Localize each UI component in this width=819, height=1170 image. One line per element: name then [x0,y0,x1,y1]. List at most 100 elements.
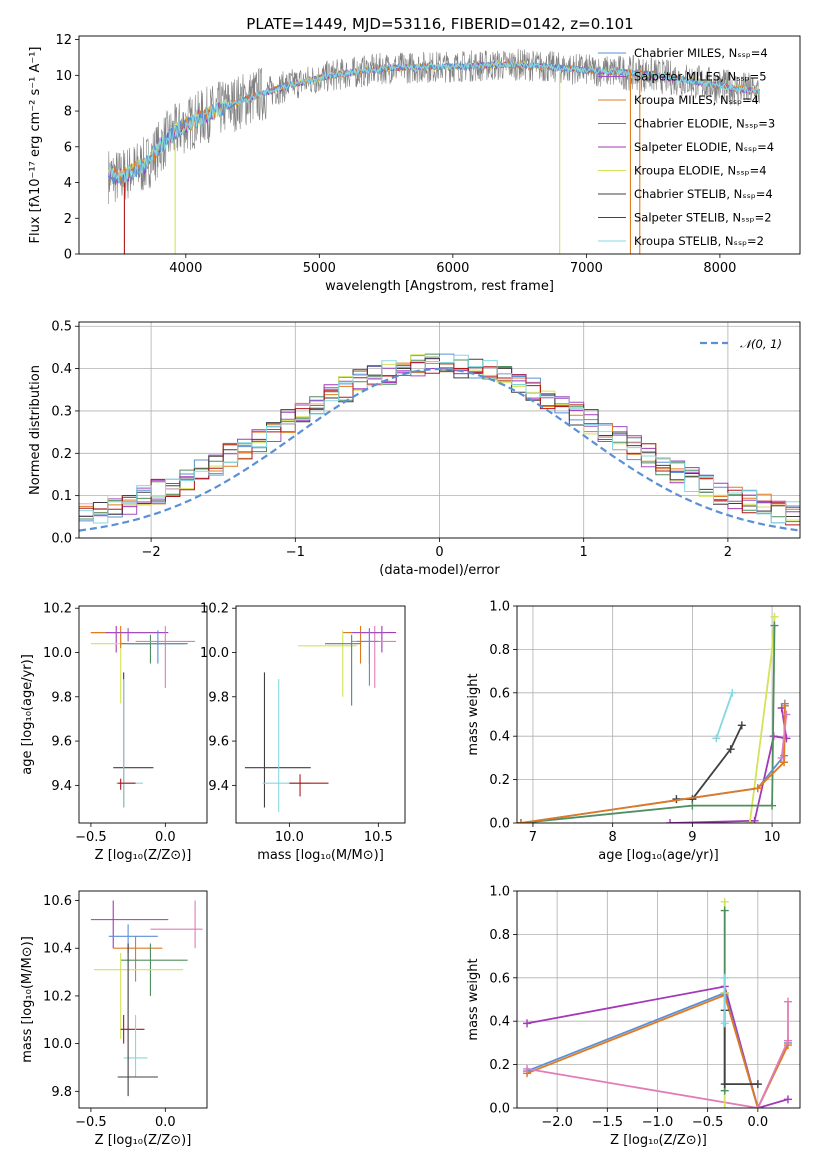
plot-area [517,606,800,823]
mass-weight-marker [770,621,779,630]
x-tick-label: −0.5 [75,830,107,845]
legend-label: Kroupa ELODIE, Nₛₛₚ=4 [634,164,767,178]
error-bar-point [120,634,188,664]
mass-weight-line [748,616,776,823]
error-bar-point [93,953,184,1039]
y-tick-label: 1.0 [489,885,510,900]
x-tick-label: 2 [724,545,732,560]
mass-weight-marker [720,1080,729,1089]
axes-frame [78,35,801,255]
y-tick-label: 0.6 [489,686,510,701]
error-bar-point [113,672,154,808]
y-axis-label: mass [log₁₀(M/M⊙)] [20,936,35,1063]
y-tick-label: 0.8 [489,643,510,658]
mass-weight-marker [726,745,735,754]
error-bar-point [90,900,169,949]
legend-label: Salpeter STELIB, Nₛₛₚ=2 [634,211,772,225]
error-bar-point [262,679,311,812]
residual-histogram [79,354,800,524]
mass-weight-marker [777,753,786,762]
mass-weight-line [526,985,789,1108]
y-tick-label: 0.4 [489,1015,510,1030]
y-tick-label: 0.4 [51,362,72,377]
legend-label: Kroupa MILES, Nₛₛₚ=4 [634,93,759,107]
mass-weight-marker [720,906,729,915]
error-bar-point [123,1015,148,1077]
legend-label: Kroupa STELIB, Nₛₛₚ=2 [634,234,764,248]
mass-weight-marker [712,734,721,743]
x-tick-label: 0 [435,545,443,560]
axes-age-vs-Z: −0.5 0.0 9.4 9.6 9.8 10.0 10.2 Z [log₁₀(Z/Z⊙)] a… [20,602,208,863]
x-tick-label: 0.0 [155,1115,176,1130]
x-tick-label: 10.5 [364,830,393,845]
y-tick-label: 4 [64,176,72,191]
mass-weight-marker [753,1104,762,1108]
mass-weight-marker [517,819,525,823]
x-axis-label: (data-model)/error [379,563,500,578]
axes-frame [78,321,801,539]
y-axis-label: mass weight [466,673,481,755]
x-tick-label: 9 [688,830,696,845]
mass-weight-marker [666,819,675,823]
y-tick-label: 9.4 [51,779,72,794]
error-bar-point [289,774,329,797]
mass-weight-marker [753,1080,762,1089]
axes-spectrum: 4000 5000 6000 7000 8000 0 2 4 6 8 10 12 wavelength … [28,33,801,294]
mass-weight-marker [745,819,754,823]
y-tick-label: 1.0 [489,600,510,615]
figure-title: PLATE=1449, MJD=53116, FIBERID=0142, z=0… [246,15,633,33]
error-bar-point [117,778,136,790]
y-tick-label: 10 [55,69,72,84]
mass-weight-marker [720,897,729,906]
x-tick-label: −1.5 [592,1115,624,1130]
mass-weight-marker [750,816,759,823]
error-bar-point [135,625,196,688]
y-tick-label: 9.8 [208,690,229,705]
mass-weight-marker [737,721,746,730]
error-bar-point [324,634,361,706]
mass-weight-marker [523,1064,532,1073]
mass-weight-marker [768,801,777,810]
x-tick-label: 10.0 [275,830,304,845]
y-axis-label: mass weight [466,958,481,1040]
x-axis-label: Z [log₁₀(Z/Z⊙)] [610,1133,707,1148]
x-axis-label: Z [log₁₀(Z/Z⊙)] [95,848,192,863]
plot-area [79,322,800,538]
x-axis-label: wavelength [Angstrom, rest frame] [325,279,554,294]
y-tick-label: 9.8 [51,690,72,705]
y-tick-label: 9.6 [208,735,229,750]
mass-weight-line [526,1001,789,1108]
mass-weight-marker [523,1019,532,1028]
mass-weight-marker [753,784,762,793]
mass-weight-marker [783,1036,792,1045]
axes-frame [516,605,801,824]
y-tick-label: 0.2 [489,1058,510,1073]
y-axis-label: Normed distribution [28,365,43,495]
y-tick-label: 0.2 [489,773,510,788]
axes-frame [78,605,208,824]
x-tick-label: −0.5 [75,1115,107,1130]
x-tick-label: 7 [529,830,537,845]
mass-weight-marker [720,1104,729,1108]
y-tick-label: 10.0 [43,646,72,661]
plot-area [244,625,397,812]
y-tick-label: 0.2 [51,447,72,462]
error-bar-point [351,625,397,688]
data-spectrum [108,48,760,205]
x-tick-label: 7000 [570,261,603,276]
y-tick-label: 9.6 [51,735,72,750]
y-tick-label: 0.6 [489,971,510,986]
y-tick-label: 12 [55,33,72,48]
x-tick-label: 0.0 [748,1115,769,1130]
x-axis-label: Z [log₁₀(Z/Z⊙)] [95,1133,192,1148]
mass-weight-line [715,692,734,739]
y-tick-label: 10.4 [43,942,72,957]
normal-curve [79,367,800,532]
y-axis-label: Flux [fλ10⁻¹⁷ erg cm⁻² s⁻¹ A⁻¹] [28,47,43,244]
legend-label: Salpeter MILES, Nₛₛₚ=5 [634,70,767,84]
y-tick-label: 10.2 [200,602,229,617]
error-bar-point [150,900,203,949]
error-bar-point [117,943,158,1097]
y-tick-label: 10.0 [43,1037,72,1052]
